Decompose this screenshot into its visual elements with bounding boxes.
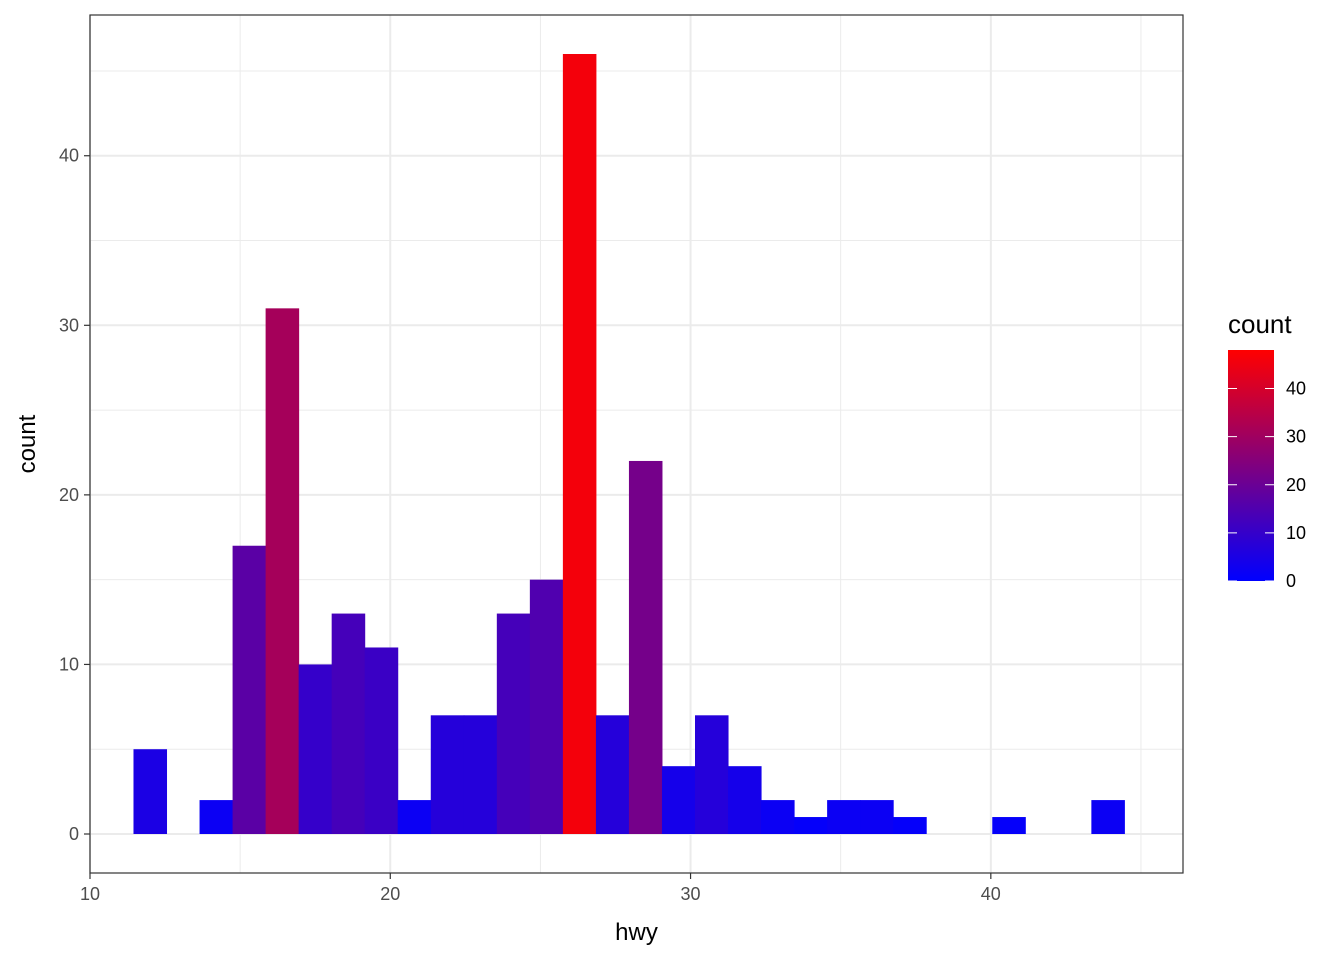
histogram-bar — [761, 800, 795, 834]
histogram-bar — [265, 308, 300, 834]
histogram-bar — [661, 766, 696, 834]
histogram-bar — [595, 715, 630, 834]
histogram-bar — [496, 613, 531, 834]
histogram-bar — [893, 817, 927, 834]
histogram-bar — [695, 715, 729, 834]
legend-tick-label: 10 — [1286, 523, 1306, 543]
y-axis-ticks: 0 10 20 30 40 — [59, 146, 90, 844]
legend-colorbar — [1228, 350, 1274, 581]
histogram-bar — [794, 817, 828, 834]
histogram-bar — [364, 647, 399, 834]
y-axis-title: count — [14, 414, 41, 473]
legend: count 0 10 20 30 40 — [1228, 309, 1306, 591]
histogram-bar — [562, 54, 597, 834]
histogram-bar — [430, 715, 465, 834]
x-tick-label: 30 — [681, 884, 701, 904]
y-tick-label: 10 — [59, 654, 79, 674]
histogram-bar — [232, 545, 267, 834]
histogram-bar — [529, 579, 564, 834]
legend-tick-label: 0 — [1286, 571, 1296, 591]
legend-title: count — [1228, 309, 1292, 339]
histogram-bar — [463, 715, 498, 834]
x-tick-label: 40 — [981, 884, 1001, 904]
histogram-bar — [397, 800, 432, 834]
y-tick-label: 30 — [59, 315, 79, 335]
y-tick-label: 0 — [69, 824, 79, 844]
histogram-bar — [331, 613, 366, 834]
x-axis-title: hwy — [615, 919, 658, 946]
x-tick-label: 20 — [380, 884, 400, 904]
histogram-bar — [298, 664, 333, 834]
y-tick-label: 20 — [59, 485, 79, 505]
plot-border — [89, 14, 1184, 874]
histogram-bar — [1091, 800, 1125, 834]
histogram-bar — [860, 800, 894, 834]
y-tick-label: 40 — [59, 146, 79, 166]
legend-tick-label: 40 — [1286, 379, 1306, 399]
histogram-bar — [628, 460, 663, 834]
histogram-bar — [728, 766, 762, 834]
x-axis-ticks: 10 20 30 40 — [80, 873, 1001, 904]
histogram-bar — [992, 817, 1026, 834]
legend-tick-label: 20 — [1286, 475, 1306, 495]
histogram-bar — [827, 800, 861, 834]
histogram-bar — [199, 800, 234, 834]
histogram-bar — [133, 749, 168, 834]
x-tick-label: 10 — [80, 884, 100, 904]
legend-ticks: 0 10 20 30 40 — [1228, 379, 1306, 591]
legend-tick-label: 30 — [1286, 427, 1306, 447]
histogram-bars — [133, 54, 1125, 834]
